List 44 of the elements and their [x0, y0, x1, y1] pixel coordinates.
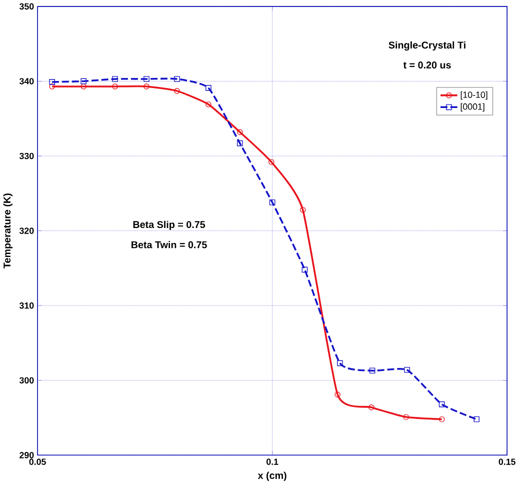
point: [144, 83, 150, 90]
legend-label: [0001]: [460, 103, 484, 112]
x-tick-label: 0.1: [266, 458, 278, 465]
point: [237, 129, 243, 135]
point: [404, 366, 410, 373]
point: [337, 360, 343, 366]
point: [80, 78, 86, 84]
annotation: Beta Twin = 0.75: [132, 240, 207, 248]
point: [206, 101, 212, 108]
point: [144, 76, 150, 82]
y-tick-label: 340: [19, 78, 34, 84]
legend-label: [10-10]: [460, 91, 488, 100]
point: [438, 401, 445, 408]
point: [269, 199, 276, 206]
point: [49, 83, 56, 90]
point: [174, 76, 180, 82]
point: [438, 416, 445, 422]
y-tick-label: 320: [19, 228, 34, 234]
x-tick-label: 0.05: [29, 458, 46, 465]
y-tick-label: 290: [20, 452, 34, 458]
point: [403, 414, 410, 420]
point: [237, 140, 243, 146]
point: [369, 368, 376, 374]
annotation: t = 0.20 us: [403, 61, 451, 68]
point: [334, 392, 340, 398]
annotation: Single-Crystal Ti: [388, 41, 466, 50]
point: [174, 88, 180, 94]
y-axis-title: Temperature (K): [3, 193, 12, 268]
point: [206, 84, 212, 91]
point: [368, 404, 374, 410]
y-tick-label: 310: [19, 302, 34, 309]
point: [302, 266, 308, 273]
x-axis-title: x (cm): [258, 472, 286, 481]
point: [268, 159, 274, 165]
point: [112, 76, 118, 82]
point: [49, 78, 56, 85]
y-tick-label: 330: [19, 152, 34, 160]
annotation: Beta Slip = 0.75: [133, 220, 206, 230]
point: [112, 83, 118, 90]
point: [474, 416, 480, 422]
x-tick-label: 0.15: [498, 458, 516, 465]
y-tick-label: 300: [19, 377, 34, 384]
y-tick-label: 350: [19, 3, 34, 10]
point: [300, 206, 306, 213]
